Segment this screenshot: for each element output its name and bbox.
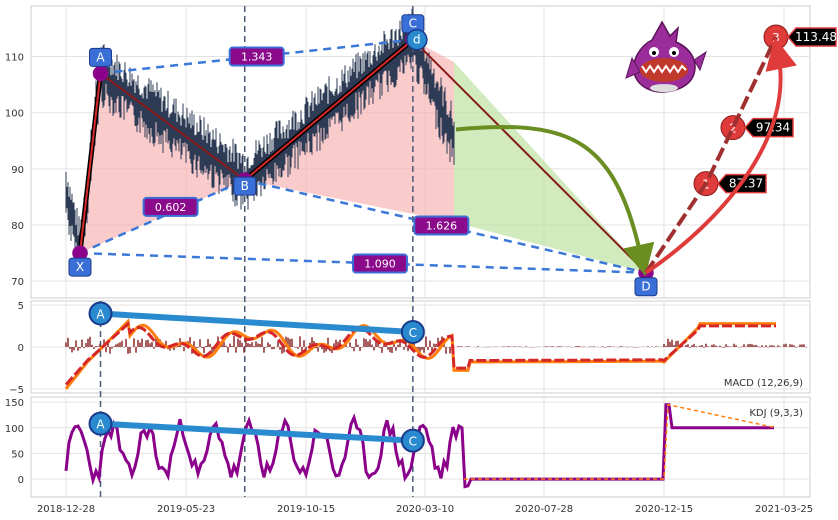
target-arrow (644, 37, 797, 275)
pattern-point-label: D (641, 280, 650, 294)
forecast-fill (454, 62, 646, 273)
x-tick-label: 2019-10-15 (277, 504, 335, 515)
indicator-series (64, 318, 807, 489)
y-tick-label: 80 (11, 221, 24, 232)
kdj-divergence-point (400, 428, 425, 453)
shark-mascot (625, 20, 707, 93)
pattern-leg-inner (78, 73, 102, 254)
ratio-label: 0.602 (155, 201, 187, 214)
bcd-fill (244, 39, 454, 223)
pattern-point-box (89, 47, 113, 67)
x-tick-label: 2020-03-10 (396, 504, 454, 515)
y-tick-label: 100 (5, 109, 24, 120)
target-number: 2 (729, 122, 737, 136)
pattern-point-box (233, 176, 257, 196)
macd-signal-line (64, 321, 776, 386)
kdj-panel-label: KDJ (9,3,3) (749, 408, 803, 419)
kdj-divergence-label: A (96, 418, 105, 432)
c-point-circle (406, 28, 428, 51)
macd-divergence-point (88, 301, 113, 326)
macd-panel-label: MACD (12,26,9) (724, 378, 803, 389)
pattern-point-box (68, 257, 92, 277)
kdj-d-line (464, 403, 777, 480)
ratio-box (351, 253, 408, 274)
pattern-point-label: B (241, 179, 249, 193)
x-tick-label: 2020-12-15 (635, 504, 693, 515)
pattern-point-label: C (409, 17, 417, 31)
ratio-box (413, 215, 470, 236)
ratio-label: 1.626 (426, 219, 458, 232)
target-path (644, 36, 778, 274)
y-tick-label: 70 (11, 277, 24, 288)
y-tick-label: 90 (11, 165, 24, 176)
ratio-dashed-line (244, 178, 647, 274)
y-tick-label: −5 (9, 385, 24, 396)
pattern-point-marker (92, 65, 109, 82)
y-tick-label: 50 (11, 449, 24, 460)
y-tick-label: 5 (18, 301, 24, 312)
pattern-point-label: X (76, 260, 84, 274)
macd-divergence-point (400, 319, 425, 344)
pattern-point-box (634, 277, 658, 297)
x-tick-label: 2021-03-25 (755, 504, 813, 515)
pattern-point-label: A (96, 50, 105, 64)
kdj-divergence-point (88, 411, 113, 436)
macd-divergence-label: C (409, 326, 417, 340)
y-tick-label: 0 (18, 343, 24, 354)
pattern-leg (412, 38, 647, 274)
x-tick-label: 2020-07-28 (515, 504, 573, 515)
target-value: 113.48 (795, 30, 837, 44)
x-tick-label: 2019-05-23 (157, 504, 215, 515)
pattern-fills (79, 39, 646, 273)
x-tick-label: 2018-12-28 (37, 504, 95, 515)
ratio-label: 1.090 (364, 257, 396, 270)
target-label-box (743, 117, 794, 138)
tick-labels: 2018-12-28 2019-05-23 2019-10-15 2020-03-10… (5, 53, 813, 515)
y-tick-label: 110 (5, 53, 24, 64)
pattern-leg (99, 72, 246, 181)
y-tick-label: 100 (5, 424, 24, 435)
projection-arrow (455, 125, 655, 277)
macd-divergence-label: A (96, 308, 105, 322)
xab-fill (79, 73, 245, 254)
ratio-box (228, 46, 285, 67)
kdj-divergence-line (100, 420, 414, 444)
macd-histogram (65, 336, 807, 355)
pattern-leg-inner (244, 38, 414, 181)
ratio-label: 1.343 (241, 51, 273, 64)
kdj-divergence-label: C (409, 435, 417, 449)
y-tick-label: 150 (5, 398, 24, 409)
c-point-circle-label: d (413, 33, 421, 47)
macd-divergence-line (100, 310, 414, 335)
ratio-box (142, 196, 199, 217)
y-tick-label: 0 (18, 475, 24, 486)
